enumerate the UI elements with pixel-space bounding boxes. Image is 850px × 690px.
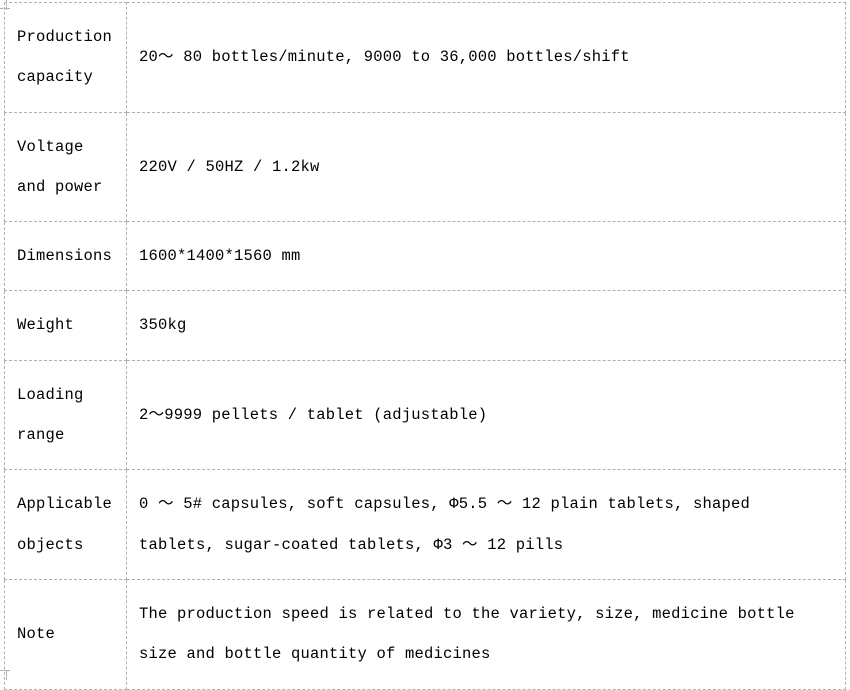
table-row: Weight 350kg <box>5 291 846 360</box>
row-value: The production speed is related to the v… <box>127 579 846 689</box>
table-row: Applicable objects 0 ～ 5# capsules, soft… <box>5 470 846 580</box>
row-value: 220V / 50HZ / 1.2kw <box>127 112 846 222</box>
row-label: Voltage and power <box>5 112 127 222</box>
row-label: Note <box>5 579 127 689</box>
row-value: 2～9999 pellets / tablet (adjustable) <box>127 360 846 470</box>
table-row: Loading range 2～9999 pellets / tablet (a… <box>5 360 846 470</box>
table-row: Dimensions 1600*1400*1560 mm <box>5 222 846 291</box>
page: Production capacity 20～ 80 bottles/minut… <box>0 2 850 678</box>
row-value: 20～ 80 bottles/minute, 9000 to 36,000 bo… <box>127 3 846 113</box>
row-label: Dimensions <box>5 222 127 291</box>
row-value: 350kg <box>127 291 846 360</box>
row-value: 1600*1400*1560 mm <box>127 222 846 291</box>
row-label: Applicable objects <box>5 470 127 580</box>
row-label: Loading range <box>5 360 127 470</box>
table-row: Production capacity 20～ 80 bottles/minut… <box>5 3 846 113</box>
row-value: 0 ～ 5# capsules, soft capsules, Φ5.5 ～ 1… <box>127 470 846 580</box>
specifications-table: Production capacity 20～ 80 bottles/minut… <box>4 2 846 690</box>
row-label: Weight <box>5 291 127 360</box>
row-label: Production capacity <box>5 3 127 113</box>
table-row: Note The production speed is related to … <box>5 579 846 689</box>
table-row: Voltage and power 220V / 50HZ / 1.2kw <box>5 112 846 222</box>
